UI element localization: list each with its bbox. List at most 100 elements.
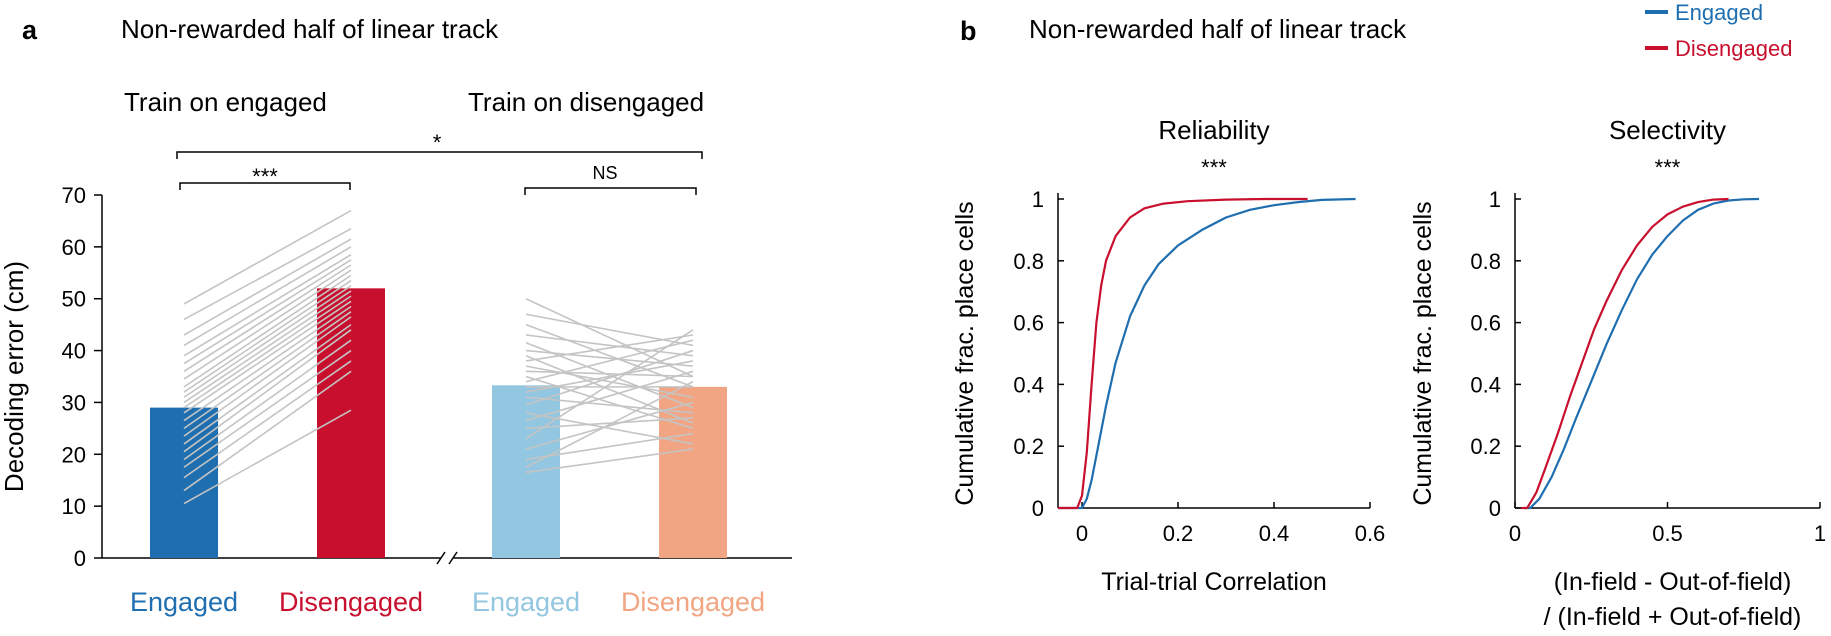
y-tick-label: 0.4 <box>1013 372 1044 397</box>
paired-line <box>183 305 352 422</box>
paired-line <box>183 323 352 445</box>
cdf-title: Selectivity <box>1609 115 1726 145</box>
y-tick-label: 0.8 <box>1470 249 1501 274</box>
paired-line <box>525 370 694 422</box>
x-axis-label: / (In-field + Out-of-field) <box>1544 603 1802 631</box>
cdf-chart-selectivity: Selectivity *** 0 0.2 0.4 0.6 0.8 1 0 0.5 1 Cumulat… <box>1409 115 1826 631</box>
paired-line <box>525 313 694 347</box>
paired-line <box>525 396 694 414</box>
y-tick-label: 0 <box>1032 496 1044 521</box>
paired-line <box>183 360 352 479</box>
paired-line <box>183 279 352 393</box>
sig-bracket-right <box>524 187 697 195</box>
paired-line <box>525 334 694 357</box>
y-tick-label: 1 <box>1032 187 1044 212</box>
paired-line <box>525 448 694 474</box>
paired-line <box>183 409 352 505</box>
x-category-label: Engaged <box>472 587 580 617</box>
paired-line <box>525 334 694 362</box>
paired-line <box>525 349 694 406</box>
y-axis-label: Cumulative frac. place cells <box>1409 201 1437 505</box>
paired-line <box>183 253 352 357</box>
group-label-train-engaged: Train on engaged <box>124 87 327 117</box>
series-line-disengaged <box>1058 197 1308 510</box>
panel-b-title: Non-rewarded half of linear track <box>1029 14 1407 44</box>
x-category-label: Disengaged <box>279 587 423 617</box>
paired-line <box>183 228 352 321</box>
cdf-chart-reliability: Reliability *** 0 0.2 0.4 0.6 0.8 1 0 0.2 0.4 0.6 Cu… <box>951 115 1385 596</box>
axis-break-mark <box>436 551 446 565</box>
paired-line <box>183 329 352 453</box>
legend: Engaged Disengaged <box>1645 0 1792 61</box>
cdf-significance: *** <box>1201 155 1227 180</box>
paired-line <box>183 274 352 388</box>
cdf-significance: *** <box>1655 155 1681 180</box>
paired-line <box>183 295 352 409</box>
y-tick-label: 0.4 <box>1470 372 1501 397</box>
x-category-label: Disengaged <box>621 587 765 617</box>
bar-4 <box>659 386 727 558</box>
paired-line <box>183 316 352 437</box>
x-tick-label: 0.5 <box>1652 521 1683 546</box>
y-tick-label: 50 <box>62 287 86 312</box>
x-axis-label: Trial-trial Correlation <box>1101 568 1327 596</box>
series-line-disengaged <box>1521 197 1729 510</box>
y-tick-label: 0 <box>74 546 86 571</box>
y-axis-label: Cumulative frac. place cells <box>951 201 979 505</box>
x-category-label: Engaged <box>130 587 238 617</box>
paired-line <box>183 339 352 461</box>
paired-line <box>525 355 694 424</box>
sig-bracket-overall <box>176 151 703 159</box>
x-tick-label: 0 <box>1509 521 1521 546</box>
paired-line <box>183 349 352 468</box>
panel-b-letter: b <box>960 16 977 46</box>
cdf-title: Reliability <box>1158 115 1269 145</box>
y-tick-label: 0.6 <box>1470 311 1501 336</box>
sig-right-label: NS <box>592 163 617 183</box>
bar-chart: 0 10 20 30 40 50 60 70 Decoding error (cm) Engage… <box>0 183 792 617</box>
paired-line <box>183 264 352 372</box>
x-tick-label: 0.6 <box>1355 521 1386 546</box>
paired-line <box>525 323 694 388</box>
paired-line <box>525 329 694 440</box>
paired-line <box>183 269 352 380</box>
paired-line <box>525 432 694 461</box>
series-line-engaged <box>1058 197 1356 510</box>
y-tick-label: 70 <box>62 183 86 208</box>
legend-label-disengaged: Disengaged <box>1675 36 1792 61</box>
y-tick-label: 30 <box>62 390 86 415</box>
sig-bracket-left <box>179 182 351 190</box>
paired-line <box>183 238 352 336</box>
series-line-engaged <box>1524 197 1760 510</box>
paired-line <box>525 297 694 378</box>
paired-line <box>183 300 352 414</box>
x-axis-label: (In-field - Out-of-field) <box>1554 568 1792 596</box>
sig-left-label: *** <box>252 164 278 189</box>
x-tick-label: 0.4 <box>1259 521 1290 546</box>
x-tick-label: 0 <box>1076 521 1088 546</box>
y-tick-label: 10 <box>62 494 86 519</box>
legend-label-engaged: Engaged <box>1675 0 1763 25</box>
paired-line <box>183 246 352 347</box>
axis-break-mark <box>448 551 458 565</box>
paired-line <box>183 290 352 404</box>
panel-a-letter: a <box>22 15 38 45</box>
y-tick-label: 0.6 <box>1013 311 1044 336</box>
y-tick-label: 60 <box>62 235 86 260</box>
y-tick-label: 0.2 <box>1013 434 1044 459</box>
y-tick-label: 0.8 <box>1013 249 1044 274</box>
panel-a-title: Non-rewarded half of linear track <box>121 14 499 44</box>
paired-line <box>525 380 694 468</box>
paired-line <box>183 259 352 365</box>
paired-line <box>183 311 352 430</box>
paired-line <box>525 342 694 409</box>
y-tick-label: 20 <box>62 442 86 467</box>
group-label-train-disengaged: Train on disengaged <box>468 87 704 117</box>
y-tick-label: 0.2 <box>1470 434 1501 459</box>
paired-line <box>183 285 352 398</box>
paired-line <box>183 370 352 492</box>
paired-line <box>183 209 352 305</box>
paired-line <box>525 375 694 430</box>
paired-line <box>525 365 694 399</box>
